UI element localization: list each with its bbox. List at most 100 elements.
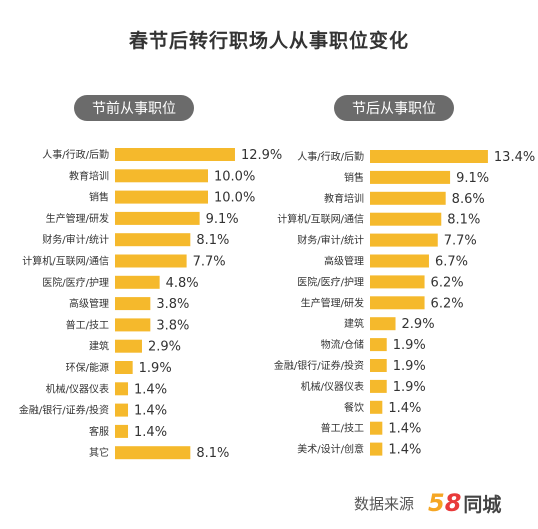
category-label: 教育培训: [69, 169, 109, 182]
category-label: 建筑: [89, 340, 109, 353]
after-row: 建筑 2.9%: [344, 317, 435, 332]
bar: [370, 150, 488, 163]
page-title: 春节后转行职场人从事职位变化: [128, 30, 409, 52]
after-row: 计算机/互联网/通信 8.1%: [277, 212, 480, 228]
panel-title: 节后从事职位: [334, 95, 454, 121]
bar: [370, 275, 425, 289]
panel-title-text: 节后从事职位: [352, 101, 436, 117]
category-label: 人事/行政/后勤: [297, 150, 364, 163]
before-row: 其它 8.1%: [89, 446, 229, 461]
value-label: 8.1%: [196, 446, 229, 461]
bar: [115, 148, 235, 161]
before-row: 普工/技工 3.8%: [66, 318, 189, 333]
value-label: 1.4%: [388, 422, 421, 437]
bar: [115, 403, 129, 417]
58-tongcheng-logo: 5 8 同城: [428, 489, 501, 517]
value-label: 2.9%: [148, 340, 181, 355]
category-label: 人事/行政/后勤: [42, 148, 109, 161]
category-label: 销售: [344, 171, 364, 184]
after-row: 美术/设计/创意 1.4%: [297, 442, 421, 458]
category-label: 物流/仓储: [321, 338, 364, 351]
bar: [115, 318, 151, 332]
before-row: 客服 1.4%: [89, 424, 167, 440]
category-label: 机械/仪器仪表: [301, 380, 364, 393]
value-label: 1.4%: [134, 404, 167, 419]
category-label: 教育培训: [324, 192, 364, 205]
value-label: 1.9%: [393, 359, 426, 374]
category-label: 生产管理/研发: [46, 212, 109, 225]
after-row: 普工/技工 1.4%: [321, 421, 421, 437]
category-label: 客服: [89, 425, 109, 438]
data-source: 数据来源 5 8 同城: [354, 489, 501, 517]
value-label: 13.4%: [494, 150, 535, 165]
panel-title-background: [74, 95, 194, 121]
bar: [115, 275, 160, 289]
bar: [370, 317, 396, 331]
category-label: 餐饮: [344, 401, 364, 414]
bar: [115, 339, 142, 353]
value-label: 7.7%: [444, 234, 477, 249]
bar: [115, 446, 191, 460]
category-label: 金融/银行/证券/投资: [19, 404, 109, 417]
value-label: 1.4%: [388, 401, 421, 416]
after-row: 教育培训 8.6%: [324, 191, 485, 207]
bar: [115, 424, 129, 438]
after-row: 医院/医疗/护理 6.2%: [297, 275, 464, 290]
value-label: 9.1%: [456, 171, 489, 186]
before-row: 金融/银行/证券/投资 1.4%: [19, 403, 167, 419]
value-label: 1.9%: [393, 338, 426, 353]
bar: [370, 296, 425, 310]
category-label: 计算机/互联网/通信: [22, 255, 109, 268]
after-row: 人事/行政/后勤 13.4%: [297, 150, 535, 165]
after-row: 财务/审计/统计 7.7%: [297, 233, 477, 249]
value-label: 2.9%: [402, 317, 435, 332]
logo-digit-8: 8: [444, 489, 462, 517]
category-label: 普工/技工: [321, 422, 364, 435]
before-row: 财务/审计/统计 8.1%: [42, 233, 229, 248]
bar: [370, 233, 438, 247]
before-row: 机械/仪器仪表 1.4%: [46, 382, 167, 397]
before-row: 教育培训 10.0%: [69, 169, 255, 184]
value-label: 1.9%: [393, 380, 426, 395]
bar: [370, 191, 446, 205]
after-row: 餐饮 1.4%: [344, 400, 421, 416]
bar: [370, 442, 383, 456]
category-label: 机械/仪器仪表: [46, 382, 109, 395]
source-label: 数据来源: [354, 494, 415, 513]
value-label: 8.6%: [452, 192, 485, 207]
value-label: 4.8%: [166, 276, 199, 291]
bar: [370, 254, 429, 268]
value-label: 7.7%: [193, 255, 226, 270]
value-label: 1.9%: [139, 361, 172, 376]
category-label: 高级管理: [69, 297, 109, 310]
before-row: 生产管理/研发 9.1%: [46, 211, 239, 227]
value-label: 1.4%: [388, 443, 421, 458]
bar: [115, 169, 208, 183]
bar: [370, 421, 383, 435]
bar: [370, 400, 383, 414]
category-label: 生产管理/研发: [301, 296, 364, 309]
value-label: 8.1%: [447, 213, 480, 228]
category-label: 销售: [89, 191, 109, 204]
before-row: 医院/医疗/护理 4.8%: [42, 275, 199, 291]
category-label: 高级管理: [324, 255, 364, 268]
category-label: 普工/技工: [66, 318, 109, 331]
category-label: 美术/设计/创意: [297, 443, 364, 456]
before-row: 销售 10.0%: [89, 190, 255, 206]
before-row: 建筑 2.9%: [89, 339, 181, 355]
after-row: 生产管理/研发 6.2%: [301, 296, 464, 311]
value-label: 6.2%: [431, 296, 464, 311]
bar: [115, 361, 133, 374]
bar: [370, 170, 451, 184]
value-label: 6.7%: [435, 255, 468, 270]
after-row: 高级管理 6.7%: [324, 254, 468, 270]
value-label: 10.0%: [214, 169, 255, 184]
value-label: 9.1%: [206, 212, 239, 227]
before-row: 高级管理 3.8%: [69, 297, 189, 312]
bar: [370, 212, 442, 226]
after-row: 销售 9.1%: [344, 170, 489, 186]
bar: [115, 254, 187, 268]
panel-title-text: 节前从事职位: [92, 100, 176, 117]
